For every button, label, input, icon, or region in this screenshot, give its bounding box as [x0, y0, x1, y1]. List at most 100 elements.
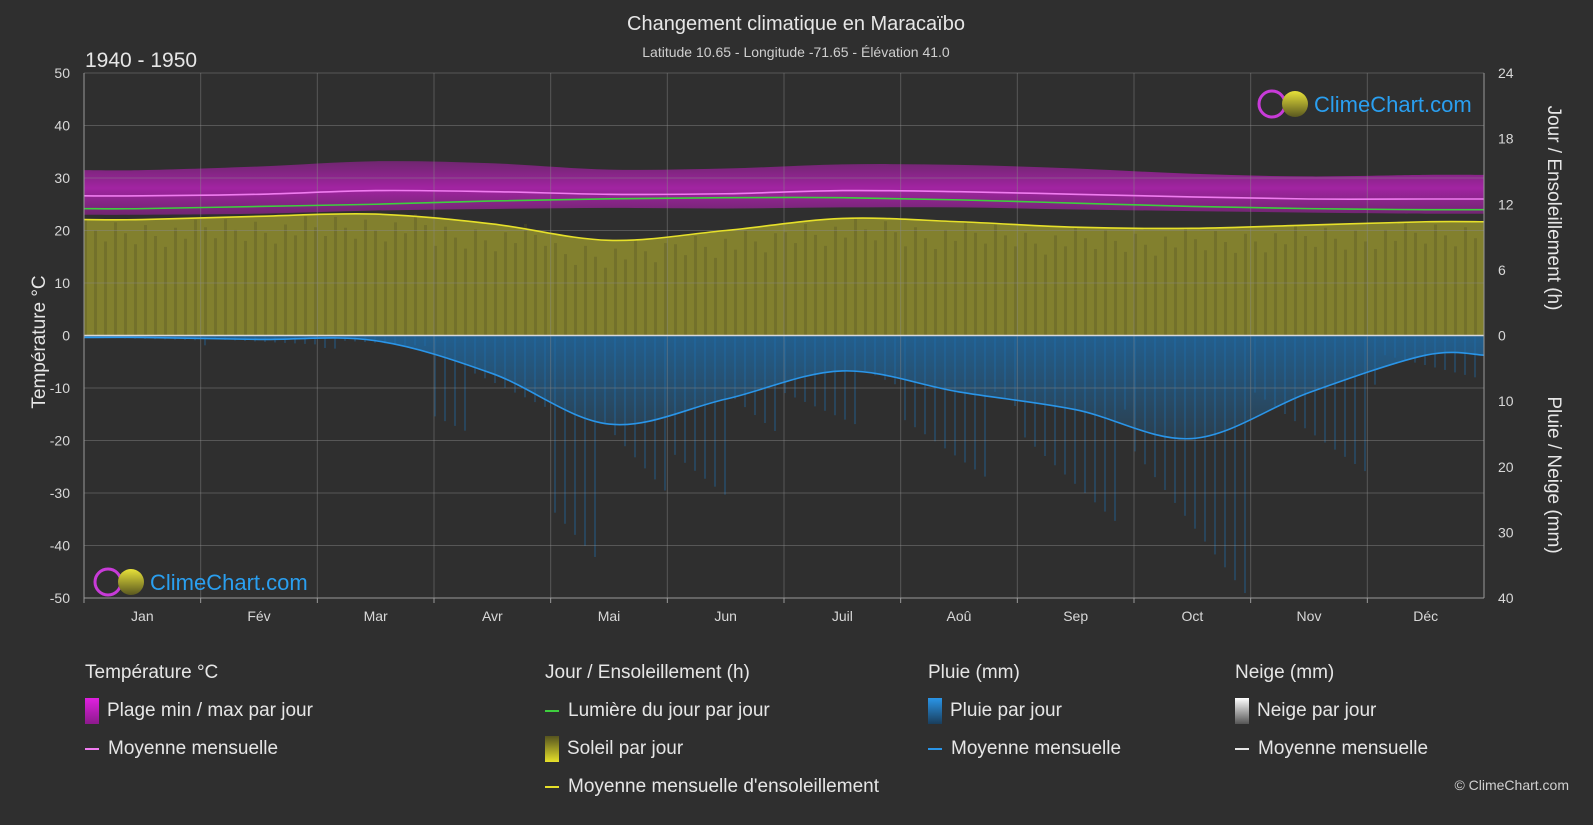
- rain-day-bar: [884, 335, 886, 380]
- sun-day-bar: [764, 252, 767, 336]
- rain-daily-bars: [84, 335, 1476, 594]
- rain-day-bar: [244, 335, 246, 341]
- sun-day-bar: [674, 244, 677, 336]
- rain-day-bar: [1084, 335, 1086, 494]
- sun-day-bar: [994, 224, 997, 336]
- legend-item-snow[interactable]: Neige par jour: [1235, 698, 1428, 724]
- legend-item-temp-mean[interactable]: Moyenne mensuelle: [85, 736, 313, 762]
- rain-day-bar: [1174, 335, 1176, 503]
- sun-day-bar: [244, 240, 247, 336]
- legend-label: Soleil par jour: [567, 738, 684, 759]
- rain-day-bar: [814, 335, 816, 407]
- rain-day-bar: [434, 335, 436, 417]
- left-tick-label: -30: [50, 485, 70, 501]
- rain-day-bar: [934, 335, 936, 442]
- rain-day-bar: [1154, 335, 1156, 478]
- rain-day-bar: [1004, 335, 1006, 399]
- legend-temperature: Température °C Plage min / max par jour …: [85, 660, 313, 774]
- rain-area: [84, 335, 1484, 439]
- rain-day-bar: [414, 335, 416, 346]
- sun-day-bar: [654, 262, 657, 336]
- rain-day-bar: [974, 335, 976, 470]
- legend-item-daylight[interactable]: Lumière du jour par jour: [545, 698, 879, 724]
- sun-day-bar: [624, 259, 627, 336]
- sun-day-bar: [924, 238, 927, 336]
- sun-day-bar: [1334, 238, 1337, 336]
- rain-day-bar: [1274, 335, 1276, 407]
- sun-day-bar: [954, 240, 957, 336]
- rain-day-bar: [1324, 335, 1326, 443]
- sun-day-bar: [864, 229, 867, 336]
- sun-day-bar: [1454, 246, 1457, 336]
- rain-day-bar: [584, 335, 586, 546]
- rain-day-bar: [84, 335, 86, 338]
- sun-day-bar: [394, 222, 397, 336]
- sun-day-bar: [484, 240, 487, 336]
- climate-chart: Changement climatique en Maracaïbo Latit…: [29, 13, 1564, 624]
- legend-item-sun[interactable]: Soleil par jour: [545, 736, 879, 762]
- sun-day-bar: [164, 246, 167, 336]
- month-tick-label: Déc: [1413, 608, 1438, 624]
- sun-day-bar: [454, 237, 457, 336]
- legend-label: Neige par jour: [1257, 700, 1377, 721]
- rain-day-bar: [1124, 335, 1126, 410]
- rain-day-bar: [1034, 335, 1036, 447]
- rain-day-bar: [774, 335, 776, 431]
- left-tick-label: 50: [54, 65, 70, 81]
- temp-mean-swatch: [85, 748, 99, 750]
- sun-day-bar: [1204, 250, 1207, 336]
- sun-day-bar: [894, 232, 897, 336]
- sun-day-bar: [154, 235, 157, 336]
- sun-day-bar: [1214, 231, 1217, 336]
- sun-day-bar: [1074, 227, 1077, 336]
- sun-day-bar: [834, 226, 837, 336]
- legend-item-sun-mean[interactable]: Moyenne mensuelle d'ensoleillement: [545, 774, 879, 800]
- rain-day-bar: [604, 335, 606, 425]
- rain-day-bar: [1334, 335, 1336, 450]
- rain-day-bar: [484, 335, 486, 379]
- sun-day-bar: [474, 229, 477, 336]
- sun-day-bar: [914, 227, 917, 336]
- legend-item-rain-mean[interactable]: Moyenne mensuelle: [928, 736, 1121, 762]
- daylight-swatch: [545, 710, 559, 712]
- sun-day-bar: [604, 267, 607, 336]
- sun-day-bar: [984, 243, 987, 336]
- rain-day-bar: [324, 335, 326, 348]
- rain-day-bar: [784, 335, 786, 394]
- sun-day-bar: [184, 238, 187, 336]
- rain-day-bar: [1014, 335, 1016, 407]
- rain-day-bar: [444, 335, 446, 422]
- sun-day-bar: [254, 221, 257, 336]
- sun-day-bar: [1474, 238, 1477, 336]
- brand-logo-bottom[interactable]: ClimeChart.com: [93, 567, 308, 597]
- rain-day-bar: [634, 335, 636, 458]
- sun-day-bar: [324, 235, 327, 336]
- brand-logo-top[interactable]: ClimeChart.com: [1257, 89, 1472, 119]
- left-tick-label: -50: [50, 590, 70, 606]
- sun-day-bar: [1254, 241, 1257, 336]
- sun-day-bar: [1444, 235, 1447, 336]
- rain-day-bar: [304, 335, 306, 344]
- sun-day-bar: [364, 219, 367, 336]
- sun-day-bar: [554, 243, 557, 336]
- legend-item-rain[interactable]: Pluie par jour: [928, 698, 1121, 724]
- right-top-tick-label: 12: [1498, 196, 1514, 212]
- sun-day-bar: [1114, 240, 1117, 336]
- legend-item-temp-range[interactable]: Plage min / max par jour: [85, 698, 313, 724]
- sun-day-bar: [224, 219, 227, 336]
- logo-sun-icon: [1282, 91, 1308, 117]
- rain-day-bar: [1474, 335, 1476, 378]
- month-tick-label: Jun: [714, 608, 737, 624]
- rain-day-bar: [654, 335, 656, 480]
- sun-day-bar: [664, 243, 667, 336]
- month-tick-label: Sep: [1063, 608, 1088, 624]
- legend-item-snow-mean[interactable]: Moyenne mensuelle: [1235, 736, 1428, 762]
- legend-sun: Jour / Ensoleillement (h) Lumière du jou…: [545, 660, 879, 812]
- month-tick-label: Juil: [832, 608, 853, 624]
- legend-label: Moyenne mensuelle: [1258, 738, 1429, 759]
- legend-label: Moyenne mensuelle: [951, 738, 1122, 759]
- rain-day-bar: [834, 335, 836, 416]
- sun-day-bar: [774, 233, 777, 336]
- sun-day-bar: [304, 216, 307, 336]
- chart-subtitle: Latitude 10.65 - Longitude -71.65 - Élév…: [642, 44, 950, 60]
